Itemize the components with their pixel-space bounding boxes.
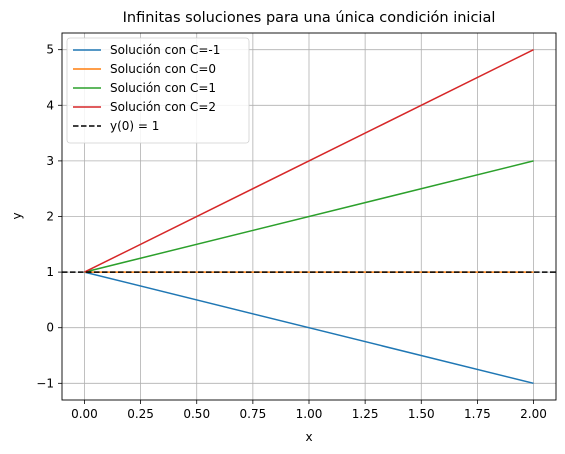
y-tick-label: 3 <box>46 154 54 168</box>
x-tick-label: 1.00 <box>296 407 323 421</box>
series-line <box>84 271 534 385</box>
legend-label: Solución con C=2 <box>110 100 216 114</box>
y-axis-label: y <box>10 212 24 219</box>
x-axis-ticks: 0.00 0.25 0.50 0.75 1.00 1.25 1.50 1.75 2.00 <box>71 400 547 421</box>
x-tick-label: 2.00 <box>520 407 547 421</box>
x-tick-label: 1.25 <box>352 407 379 421</box>
legend-label: Solución con C=-1 <box>110 43 220 57</box>
legend-label: y(0) = 1 <box>110 119 159 133</box>
series-lines <box>62 49 556 385</box>
x-axis-label: x <box>305 430 312 444</box>
legend-box <box>66 37 250 144</box>
y-tick-label: 4 <box>46 98 54 112</box>
y-tick-label: 0 <box>46 321 54 335</box>
x-tick-label: 0.00 <box>71 407 98 421</box>
series-line <box>84 160 534 273</box>
y-axis-ticks: −1 0 1 2 3 4 5 <box>36 43 62 390</box>
x-tick-label: 1.75 <box>464 407 491 421</box>
x-tick-label: 1.50 <box>408 407 435 421</box>
legend: Solución con C=-1 Solución con C=0 Solució… <box>66 37 250 144</box>
x-tick-label: 0.25 <box>127 407 154 421</box>
chart-title: Infinitas soluciones para una única cond… <box>123 10 496 26</box>
y-tick-label: −1 <box>36 376 54 390</box>
legend-label: Solución con C=1 <box>110 81 216 95</box>
y-tick-label: 5 <box>46 43 54 57</box>
x-tick-label: 0.50 <box>183 407 210 421</box>
x-tick-label: 0.75 <box>240 407 267 421</box>
legend-label: Solución con C=0 <box>110 62 216 76</box>
y-tick-label: 1 <box>46 265 54 279</box>
series-line <box>84 49 534 273</box>
y-tick-label: 2 <box>46 210 54 224</box>
